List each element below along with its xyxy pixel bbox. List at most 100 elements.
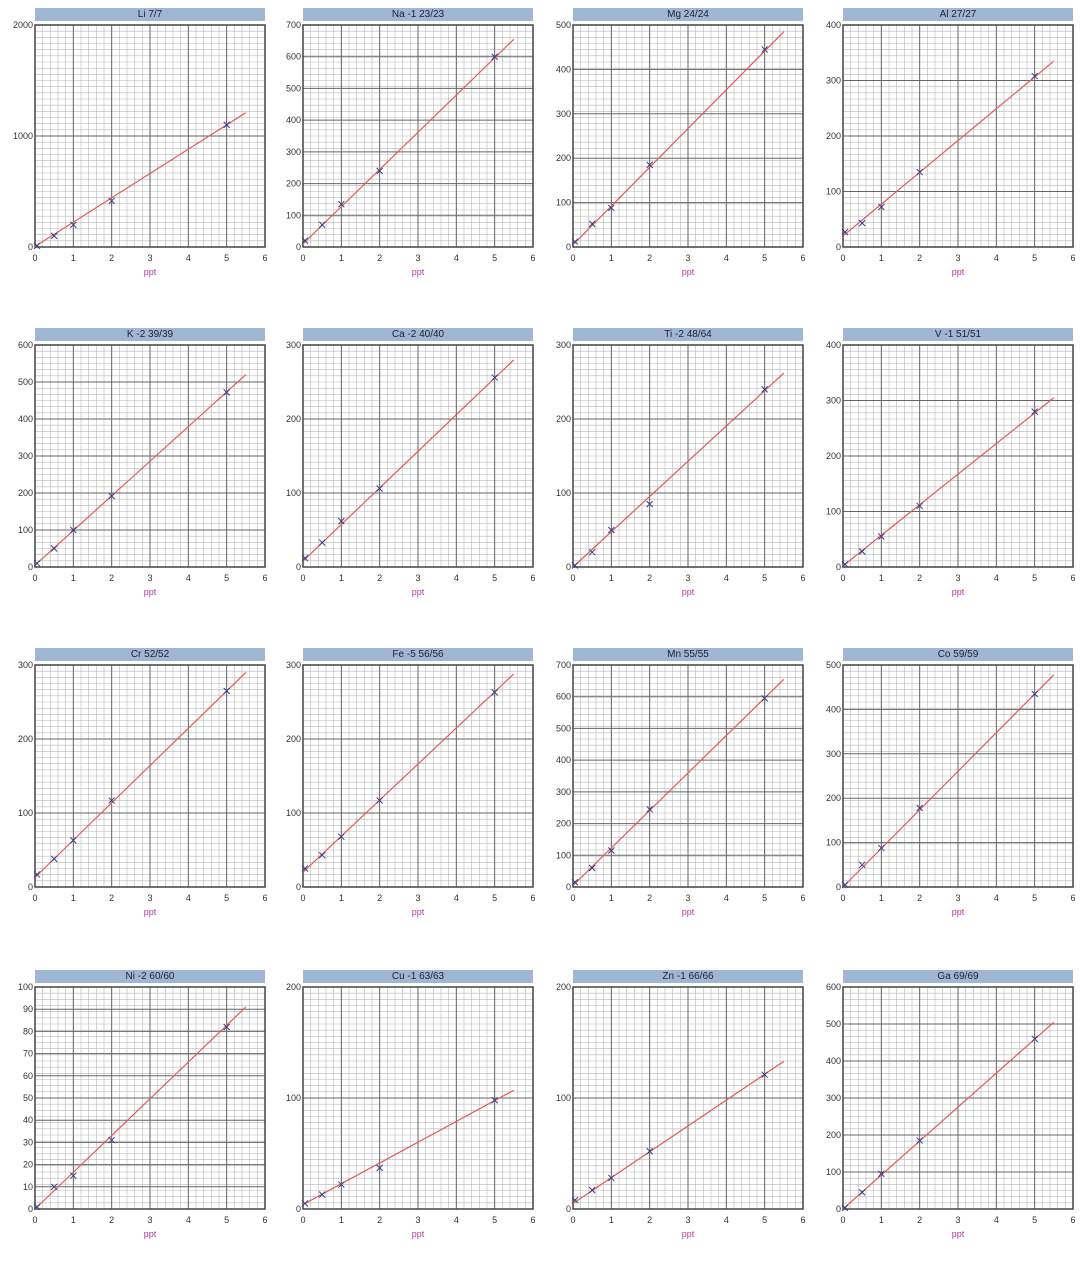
fit-line (842, 397, 1055, 567)
y-tick-label: 200 (556, 982, 571, 992)
y-tick-label: 100 (286, 210, 301, 220)
x-tick-label: 2 (377, 253, 382, 263)
data-point-marker (761, 46, 769, 53)
y-tick-label: 0 (566, 882, 571, 892)
x-tick-label: 0 (570, 893, 575, 903)
y-tick-label: 70 (23, 1049, 33, 1059)
data-point-marker (646, 1147, 654, 1155)
plot-border (842, 986, 1074, 1210)
plot-svg: 0 1 2 3 4 5 6 0 100 200 300 400 500 ppt (826, 660, 1076, 917)
plot-border (34, 24, 266, 248)
x-tick-label: 2 (109, 1215, 114, 1225)
y-tick-label: 100 (286, 488, 301, 498)
calibration-chart: K -2 39/39 0 1 2 3 4 5 6 0 100 200 300 400 500 600 ppt (0, 320, 270, 630)
data-point-marker (337, 517, 345, 525)
y-tick-label: 30 (23, 1137, 33, 1147)
x-tick-label: 1 (339, 573, 344, 583)
y-tick-label: 60 (23, 1071, 33, 1081)
y-tick-label: 300 (826, 396, 841, 406)
data-point-marker (491, 689, 499, 696)
x-tick-label: 4 (186, 573, 191, 583)
chart-title: Al 27/27 (843, 8, 1073, 21)
plot-svg: 0 1 2 3 4 5 6 0 100 200 300 400 500 600 ppt (18, 340, 268, 597)
x-tick-label: 3 (147, 893, 152, 903)
y-tick-label: 200 (826, 131, 841, 141)
fit-line (302, 1089, 515, 1206)
y-tick-label: 400 (556, 64, 571, 74)
x-tick-label: 5 (224, 1215, 229, 1225)
x-tick-label: 1 (339, 893, 344, 903)
calibration-chart: Fe -5 56/56 0 1 2 3 4 5 6 0 100 200 300 ppt (268, 640, 538, 950)
x-tick-label: 0 (300, 1215, 305, 1225)
x-tick-label: 1 (879, 1215, 884, 1225)
y-tick-label: 0 (28, 1204, 33, 1214)
data-point-marker (69, 1172, 77, 1180)
plot-svg: 0 1 2 3 4 5 6 0 1000 2000 ppt (13, 20, 268, 277)
y-tick-label: 10 (23, 1182, 33, 1192)
plot-svg: 0 1 2 3 4 5 6 0 100 200 300 400 500 ppt (556, 20, 806, 277)
y-tick-label: 2000 (13, 20, 33, 30)
fit-line (302, 38, 515, 245)
data-point-marker (50, 855, 58, 863)
x-tick-label: 5 (492, 253, 497, 263)
x-tick-label: 6 (1070, 893, 1075, 903)
x-tick-label: 4 (454, 893, 459, 903)
x-axis-label: ppt (412, 267, 425, 277)
x-tick-label: 3 (685, 1215, 690, 1225)
data-point-marker (858, 219, 866, 227)
x-tick-label: 5 (224, 893, 229, 903)
data-point-marker (50, 1183, 58, 1191)
y-tick-label: 100 (556, 1093, 571, 1103)
x-axis-label: ppt (144, 267, 157, 277)
chart-title: Ga 69/69 (843, 970, 1073, 983)
x-tick-label: 6 (262, 573, 267, 583)
x-tick-label: 6 (262, 253, 267, 263)
y-tick-label: 300 (826, 749, 841, 759)
y-tick-label: 0 (296, 1204, 301, 1214)
plot-border (572, 344, 804, 568)
data-point-marker (877, 533, 885, 540)
x-tick-label: 6 (800, 573, 805, 583)
x-axis-label: ppt (952, 1229, 965, 1239)
x-tick-label: 0 (32, 1215, 37, 1225)
y-tick-label: 300 (556, 787, 571, 797)
fit-line (302, 359, 515, 562)
data-point-marker (607, 1174, 615, 1182)
calibration-chart: Ti -2 48/64 0 1 2 3 4 5 6 0 100 200 300 ppt (538, 320, 808, 630)
x-axis-label: ppt (412, 1229, 425, 1239)
data-point-marker (841, 1204, 849, 1212)
y-tick-label: 400 (18, 414, 33, 424)
x-tick-label: 6 (1070, 573, 1075, 583)
x-tick-label: 0 (840, 1215, 845, 1225)
x-tick-label: 5 (492, 893, 497, 903)
x-tick-label: 3 (955, 1215, 960, 1225)
data-point-marker (916, 1137, 924, 1144)
data-point-marker (301, 1200, 309, 1207)
chart-title: Mn 55/55 (573, 648, 803, 661)
x-axis-label: ppt (144, 907, 157, 917)
fit-line (572, 678, 785, 886)
x-axis-label: ppt (952, 267, 965, 277)
chart-title: Mg 24/24 (573, 8, 803, 21)
x-tick-label: 2 (917, 1215, 922, 1225)
data-point-marker (50, 232, 58, 240)
data-point-marker (1031, 408, 1039, 415)
x-tick-label: 3 (955, 893, 960, 903)
y-tick-label: 700 (556, 660, 571, 670)
fit-line (34, 671, 247, 878)
x-tick-label: 1 (879, 893, 884, 903)
plot-svg: 0 1 2 3 4 5 6 0 100 200 300 ppt (286, 340, 536, 597)
calibration-chart: Zn -1 66/66 0 1 2 3 4 5 6 0 100 200 ppt (538, 962, 808, 1272)
y-tick-label: 100 (556, 850, 571, 860)
data-point-marker (69, 837, 77, 844)
x-tick-label: 4 (994, 253, 999, 263)
plot-border (34, 344, 266, 568)
x-tick-label: 3 (685, 253, 690, 263)
data-point-marker (877, 844, 885, 852)
x-tick-label: 5 (762, 573, 767, 583)
y-tick-label: 200 (286, 414, 301, 424)
data-point-marker (491, 374, 499, 381)
x-tick-label: 3 (415, 893, 420, 903)
x-tick-label: 5 (1032, 893, 1037, 903)
y-tick-label: 0 (566, 1204, 571, 1214)
